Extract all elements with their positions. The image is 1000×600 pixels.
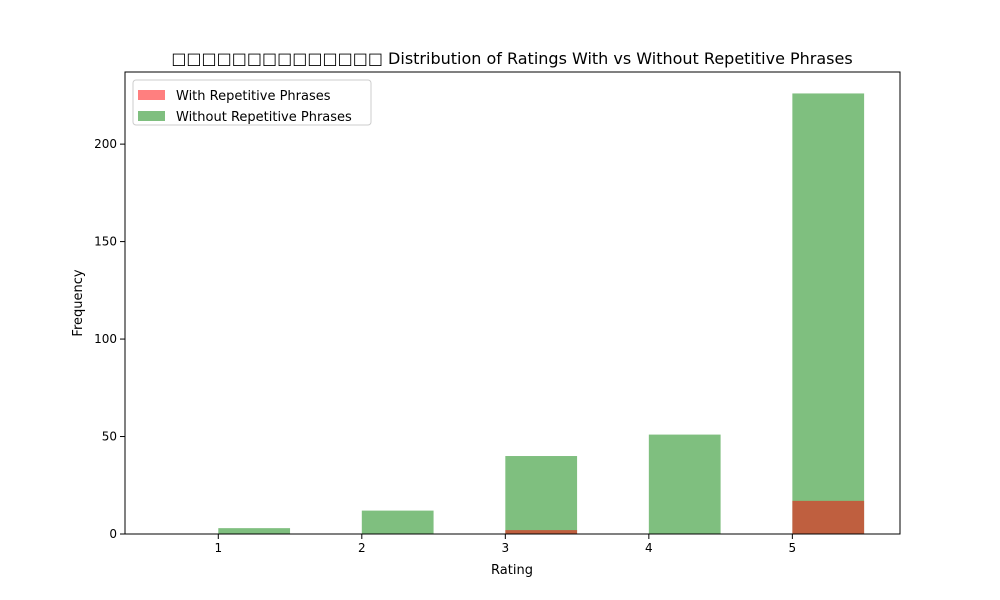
histogram-bar-without-repetitive-phrases-2 bbox=[361, 510, 434, 534]
histogram-bar-without-repetitive-phrases-1 bbox=[218, 528, 291, 534]
x-tick-label-3: 3 bbox=[502, 541, 510, 555]
legend-box bbox=[132, 79, 372, 126]
y-axis-label: Frequency bbox=[71, 269, 86, 336]
y-tick-label-100: 100 bbox=[94, 332, 117, 346]
histogram-bar-without-repetitive-phrases-4 bbox=[648, 434, 721, 534]
legend-swatch-without-repetitive-phrases bbox=[138, 111, 165, 121]
x-tick-label-5: 5 bbox=[789, 541, 797, 555]
legend-label-with-repetitive-phrases: With Repetitive Phrases bbox=[176, 89, 331, 104]
plot-frame bbox=[124, 71, 901, 535]
histogram-bar-without-repetitive-phrases-3 bbox=[505, 456, 578, 534]
histogram-bar-without-repetitive-phrases-5 bbox=[792, 93, 865, 534]
chart-title: □□□□□□□□□□□□□□ Distribution of Ratings W… bbox=[171, 49, 852, 68]
y-tick-label-200: 200 bbox=[94, 137, 117, 151]
x-axis: 1 2 3 4 5 bbox=[214, 534, 796, 555]
histogram-bar-with-repetitive-phrases-5 bbox=[792, 500, 865, 534]
chart-title-prefix: □□□□□□□□□□□□□□ bbox=[171, 49, 383, 68]
legend: With Repetitive Phrases Without Repetitiv… bbox=[132, 79, 372, 126]
x-tick-label-4: 4 bbox=[645, 541, 653, 555]
y-tick-label-150: 150 bbox=[94, 235, 117, 249]
x-tick-label-2: 2 bbox=[358, 541, 366, 555]
histogram-bar-with-repetitive-phrases-3 bbox=[505, 530, 578, 534]
x-tick-label-1: 1 bbox=[214, 541, 222, 555]
plot-area bbox=[218, 93, 865, 534]
x-axis-label: Rating bbox=[491, 563, 533, 578]
y-axis: 0 50 100 150 200 bbox=[94, 137, 125, 541]
legend-swatch-with-repetitive-phrases bbox=[138, 90, 165, 100]
y-tick-label-0: 0 bbox=[109, 527, 117, 541]
y-tick-label-50: 50 bbox=[102, 430, 117, 444]
legend-label-without-repetitive-phrases: Without Repetitive Phrases bbox=[176, 110, 352, 125]
chart-title-main: Distribution of Ratings With vs Without … bbox=[388, 49, 853, 68]
